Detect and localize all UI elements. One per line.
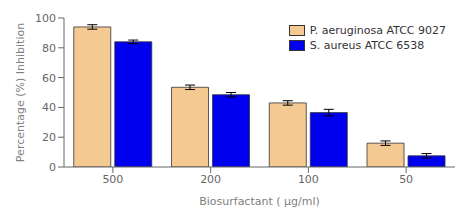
svg-text:Biosurfactant ( μg/ml): Biosurfactant ( μg/ml) bbox=[199, 195, 320, 207]
svg-text:40: 40 bbox=[42, 101, 56, 114]
svg-text:50: 50 bbox=[399, 173, 413, 186]
svg-text:0: 0 bbox=[49, 161, 56, 174]
html-text:P. aeruginosa ATCC 9027: P. aeruginosa ATCC 9027 bbox=[309, 24, 446, 37]
svg-text:100: 100 bbox=[298, 173, 319, 186]
svg-text:Percentage (%) Inhibition: Percentage (%) Inhibition bbox=[14, 23, 27, 162]
svg-text:60: 60 bbox=[42, 72, 56, 85]
svg-text:20: 20 bbox=[42, 131, 56, 144]
svg-text:500: 500 bbox=[102, 173, 123, 186]
svg-text:100: 100 bbox=[35, 12, 56, 25]
html-text:S. aureus ATCC 6538: S. aureus ATCC 6538 bbox=[309, 39, 425, 52]
svg-text:200: 200 bbox=[200, 173, 221, 186]
svg-text:80: 80 bbox=[42, 42, 56, 55]
